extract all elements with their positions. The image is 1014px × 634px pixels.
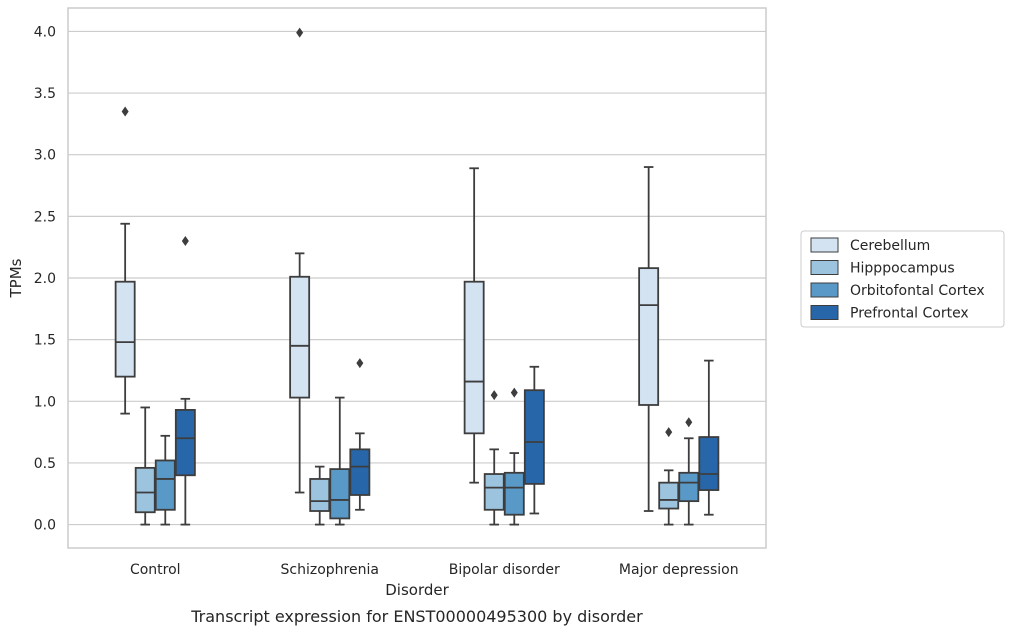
box-body xyxy=(503,471,525,516)
legend-label: Orbitofontal Cortex xyxy=(850,283,985,299)
outlier-point xyxy=(665,427,673,438)
box-body xyxy=(638,267,660,406)
outlier-point xyxy=(356,358,364,369)
y-axis-title: TPMs xyxy=(7,258,25,298)
x-tick-labels: Control Schizophrenia Bipolar disorder Majo… xyxy=(130,562,739,578)
box-body xyxy=(658,481,680,510)
y-tick-label: 2.5 xyxy=(34,209,56,225)
legend-item: Hipppocampus xyxy=(810,260,955,277)
box-group xyxy=(658,427,680,526)
box-body xyxy=(134,466,156,514)
y-tick-label: 3.0 xyxy=(34,148,56,164)
box-body xyxy=(523,389,545,485)
x-axis-title: Disorder xyxy=(385,581,449,599)
y-tick-label: 4.0 xyxy=(34,24,56,40)
y-tick-labels: 0.0 0.5 1.0 1.5 2.0 2.5 3.0 3.5 4.0 xyxy=(34,24,56,533)
legend-swatch xyxy=(810,260,839,275)
y-tick-label: 0.5 xyxy=(34,456,56,472)
box-group xyxy=(329,396,351,526)
plot-frame xyxy=(67,7,767,549)
box-group xyxy=(698,359,720,516)
y-tick-label: 2.0 xyxy=(34,271,56,287)
y-tick-label: 1.5 xyxy=(34,333,56,349)
legend-item: Prefrontal Cortex xyxy=(810,305,969,322)
box-body xyxy=(698,436,720,491)
box-group xyxy=(309,465,331,526)
x-tick-label: Bipolar disorder xyxy=(449,562,560,578)
outlier-point xyxy=(490,390,498,401)
box-group xyxy=(154,434,176,526)
legend-swatch xyxy=(810,282,839,298)
x-tick-label: Control xyxy=(130,562,181,578)
box-group xyxy=(503,387,525,526)
box-body xyxy=(483,473,505,511)
box-body xyxy=(463,280,485,435)
x-tick-label: Major depression xyxy=(619,562,739,578)
legend-label: Hipppocampus xyxy=(850,261,955,277)
box-body xyxy=(349,448,371,496)
legend: Cerebellum Hipppocampus Orbitofontal Corte… xyxy=(800,230,1005,328)
legend-label: Prefrontal Cortex xyxy=(850,306,969,322)
outlier-point xyxy=(510,387,518,398)
outlier-point xyxy=(121,106,129,117)
box-group xyxy=(174,236,196,526)
box-group xyxy=(349,358,371,511)
box-body xyxy=(154,459,176,511)
legend-item: Orbitofontal Cortex xyxy=(810,282,985,299)
box-group xyxy=(114,106,136,415)
box-group xyxy=(463,167,485,484)
box-group xyxy=(289,27,311,494)
chart-caption: Transcript expression for ENST0000049530… xyxy=(190,607,643,626)
legend-item: Cerebellum xyxy=(810,237,930,254)
box-body xyxy=(329,468,351,520)
box-body xyxy=(289,275,311,399)
legend-swatch xyxy=(810,237,839,253)
box-group xyxy=(678,417,700,526)
boxes xyxy=(114,27,720,526)
outlier-point xyxy=(685,417,693,428)
box-group xyxy=(483,390,505,526)
x-tick-label: Schizophrenia xyxy=(281,562,379,578)
box-group xyxy=(638,166,660,512)
box-body xyxy=(174,409,196,477)
outlier-point xyxy=(181,236,189,247)
legend-swatch xyxy=(810,305,839,320)
box-group xyxy=(134,406,156,526)
y-tick-label: 0.0 xyxy=(34,518,56,534)
box-body xyxy=(114,280,136,378)
y-tick-label: 1.0 xyxy=(34,394,56,410)
legend-label: Cerebellum xyxy=(850,238,930,254)
outlier-point xyxy=(296,27,304,38)
box-body xyxy=(309,478,331,512)
y-tick-label: 3.5 xyxy=(34,86,56,102)
box-group xyxy=(523,365,545,515)
legend-frame xyxy=(800,230,1005,328)
box-body xyxy=(678,471,700,503)
